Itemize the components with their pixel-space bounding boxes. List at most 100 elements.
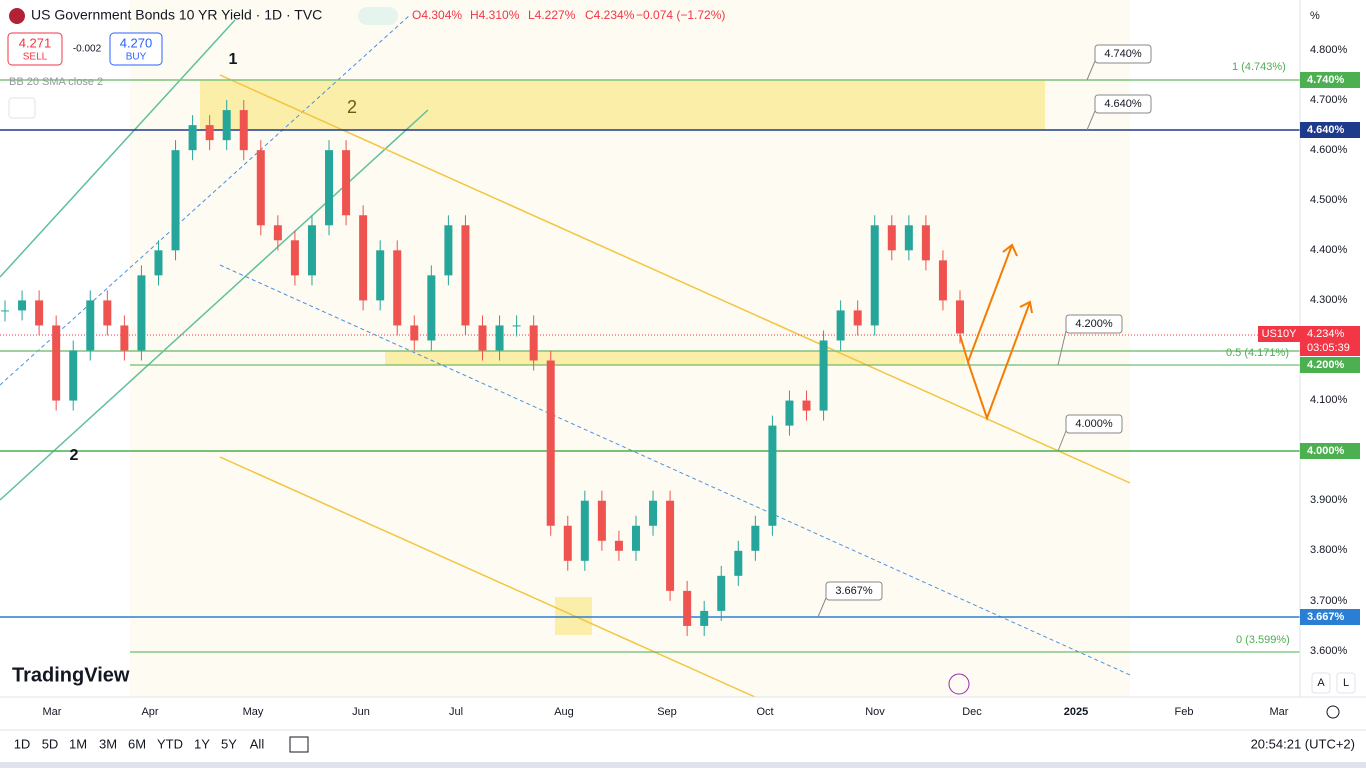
time-label: Sep <box>657 706 677 718</box>
symbol-tag-text: US10Y <box>1262 328 1298 340</box>
candle <box>35 300 44 326</box>
price-label: 4.800% <box>1310 44 1348 56</box>
candle <box>239 110 248 151</box>
time-label: Dec <box>962 706 982 718</box>
candle <box>717 575 726 611</box>
ohlc: O4.304% <box>412 8 462 22</box>
candle <box>597 500 606 541</box>
price-label: 4.500% <box>1310 194 1348 206</box>
range-button[interactable]: All <box>250 736 265 751</box>
candle <box>734 550 743 576</box>
level-tag <box>1300 72 1360 88</box>
ohlc: H4.310% <box>470 8 520 22</box>
symbol-title: US Government Bonds 10 YR Yield · 1D · T… <box>31 7 322 23</box>
candle <box>870 225 879 326</box>
candle <box>495 325 504 351</box>
range-button[interactable]: 5Y <box>221 736 237 751</box>
candle <box>802 400 811 411</box>
level-tag-text: 4.200% <box>1307 359 1345 371</box>
time-label: May <box>243 706 264 718</box>
range-button[interactable]: 6M <box>128 736 146 751</box>
candle <box>819 340 828 411</box>
callout-text: 4.000% <box>1075 418 1113 430</box>
buy-button[interactable] <box>109 32 163 66</box>
level-tag-text: 4.640% <box>1307 124 1345 136</box>
fib-label: 0 (3.599%) <box>1236 634 1290 646</box>
range-button[interactable]: 3M <box>99 736 117 751</box>
callout <box>825 581 883 601</box>
candle <box>580 500 589 561</box>
candle <box>205 125 214 141</box>
candle <box>307 225 316 276</box>
candle <box>103 300 112 326</box>
range-button[interactable]: 5D <box>42 736 59 751</box>
callout-text: 4.740% <box>1104 48 1142 60</box>
candle <box>921 225 930 261</box>
price-tag <box>1300 326 1360 356</box>
collapse-button[interactable] <box>8 97 36 119</box>
time-label: 2025 <box>1064 706 1088 718</box>
callout <box>1065 414 1123 434</box>
price-label: 3.900% <box>1310 494 1348 506</box>
level-tag <box>1300 609 1360 625</box>
candle <box>887 225 896 251</box>
fib-label: 1 (4.743%) <box>1232 61 1286 73</box>
candle <box>410 325 419 341</box>
status <box>358 7 398 25</box>
candle <box>700 610 709 626</box>
candle <box>342 150 351 216</box>
buy-label: BUY <box>126 52 147 63</box>
price-tag-text: 4.234% <box>1307 328 1345 340</box>
candle <box>529 325 538 361</box>
settings-icon[interactable] <box>1326 705 1340 719</box>
range-button[interactable]: 1M <box>69 736 87 751</box>
bottom-strip <box>0 762 1366 768</box>
price-label: 3.700% <box>1310 595 1348 607</box>
candle <box>478 325 487 351</box>
range-button[interactable]: 1Y <box>194 736 210 751</box>
time-label: Mar <box>43 706 62 718</box>
candle <box>785 400 794 426</box>
time-label: Jul <box>449 706 463 718</box>
countdown: 03:05:39 <box>1307 342 1350 354</box>
sell-button[interactable] <box>7 32 63 66</box>
time-label: Mar <box>1270 706 1289 718</box>
candle <box>86 300 95 351</box>
time-label: Aug <box>554 706 574 718</box>
candle <box>359 215 368 301</box>
candle <box>853 310 862 326</box>
callout-text: 4.200% <box>1075 318 1113 330</box>
callout-text: 3.667% <box>835 585 873 597</box>
callout <box>1094 94 1152 114</box>
level-tag-text: 4.740% <box>1307 74 1345 86</box>
indicator: BB 20 SMA close 2 <box>9 76 103 88</box>
time-label: Oct <box>756 706 773 718</box>
event-icon[interactable] <box>948 673 970 695</box>
range-button[interactable]: 1D <box>14 736 31 751</box>
candle <box>512 325 521 327</box>
candle <box>52 325 61 401</box>
candles <box>1 100 964 636</box>
price-label: 4.600% <box>1310 144 1348 156</box>
candle <box>938 260 947 301</box>
candle <box>154 250 163 276</box>
auto-button[interactable] <box>1311 672 1331 694</box>
candle <box>222 110 231 141</box>
wave-label: 2 <box>70 447 79 464</box>
buy-price: 4.270 <box>120 35 153 50</box>
zone-box <box>200 80 1045 130</box>
log-button[interactable] <box>1336 672 1356 694</box>
level-tag <box>1300 122 1360 138</box>
clock: 20:54:21 (UTC+2) <box>1251 736 1355 751</box>
price-label: 4.400% <box>1310 244 1348 256</box>
candle <box>683 590 692 626</box>
sell-price: 4.271 <box>19 35 52 50</box>
fib-label: 0.5 (4.171%) <box>1226 347 1289 359</box>
log-label: L <box>1343 677 1349 689</box>
range-button[interactable]: YTD <box>157 736 183 751</box>
candle <box>18 300 27 311</box>
calendar-icon[interactable] <box>289 736 309 753</box>
wave-label: 1 <box>229 51 238 68</box>
candle <box>614 540 623 551</box>
